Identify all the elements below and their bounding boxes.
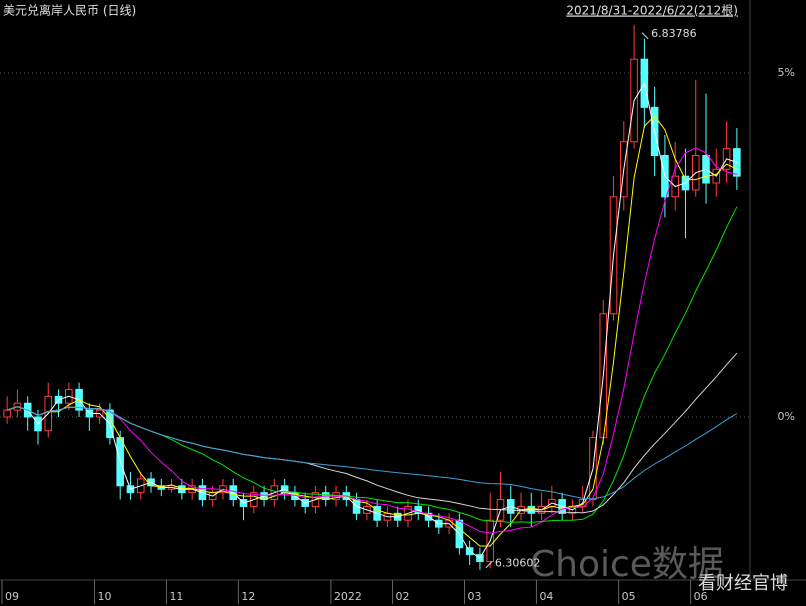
moving-average (6, 115, 738, 547)
watermark: Choice数据 (530, 544, 724, 585)
x-tick-label: 05 (622, 590, 636, 603)
moving-average (6, 147, 738, 534)
y-tick-label: 0% (778, 410, 795, 423)
x-tick-label: 2022 (334, 590, 362, 603)
x-tick-label: 03 (468, 590, 482, 603)
x-tick-label: 12 (241, 590, 255, 603)
moving-average (6, 406, 738, 500)
y-tick-label: 5% (778, 66, 795, 79)
x-tick-label: 11 (169, 590, 183, 603)
chart-title: 美元兑离岸人民币 (日线) (3, 3, 136, 18)
candle-body (3, 409, 11, 418)
range-label: 2021/8/31-2022/6/22(212根) (566, 4, 738, 18)
moving-average (6, 81, 738, 559)
high-label: 6.83786 (651, 27, 697, 40)
x-tick-label: 02 (396, 590, 410, 603)
high-arrow (641, 32, 649, 40)
source-label: 看财经官博 (698, 573, 788, 594)
x-tick-label: 10 (98, 590, 112, 603)
x-tick-label: 06 (694, 590, 708, 603)
x-tick-label: 09 (5, 590, 19, 603)
low-arrow (485, 561, 493, 569)
low-label: 6.30602 (495, 557, 540, 570)
x-tick-label: 04 (539, 590, 553, 603)
